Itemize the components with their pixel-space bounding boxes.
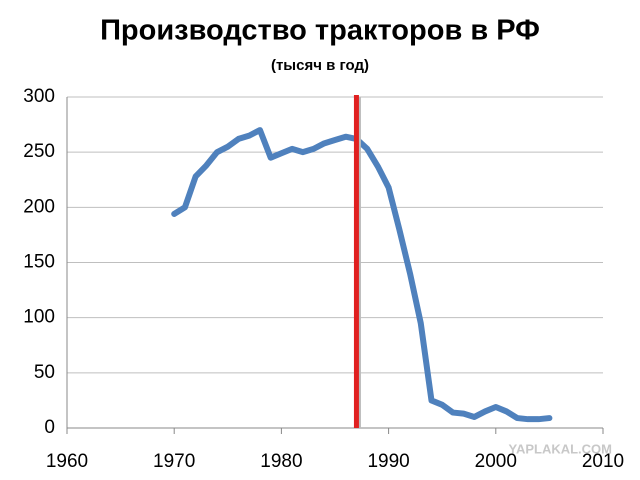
y-tick-label: 150: [23, 252, 55, 273]
y-tick-label: 100: [23, 307, 55, 328]
data-line: [171, 127, 553, 423]
watermark: YAPLAKAL.COM: [508, 441, 612, 456]
y-tick-label: 50: [34, 362, 55, 383]
x-tick-label: 1960: [46, 451, 88, 472]
y-tick-label: 250: [23, 141, 55, 162]
x-tick-label: 1990: [367, 451, 409, 472]
y-tick-label: 300: [23, 86, 55, 107]
x-tick-label: 1970: [153, 451, 195, 472]
x-tick-label: 2010: [582, 451, 624, 472]
chart-subtitle: (тысяч в год): [271, 57, 369, 74]
x-tick-label: 2000: [475, 451, 517, 472]
chart-title: Производство тракторов в РФ: [100, 15, 540, 47]
x-tick-label: 1980: [260, 451, 302, 472]
y-tick-label: 0: [44, 417, 55, 438]
y-tick-label: 200: [23, 196, 55, 217]
